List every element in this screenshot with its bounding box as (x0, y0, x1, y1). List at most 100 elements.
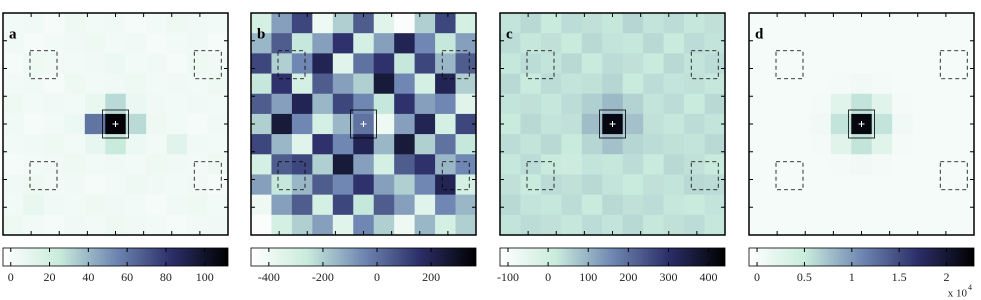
heatmap-cell (125, 33, 147, 54)
heatmap-cell (602, 174, 624, 196)
heatmap-cell (312, 134, 334, 155)
heatmap-cell (43, 53, 65, 74)
heatmap-cell (602, 73, 624, 95)
heatmap-cell (3, 13, 24, 34)
heatmap-cell (394, 194, 416, 216)
heatmap-cell (933, 214, 954, 236)
aperture-box (599, 109, 626, 139)
heatmap-cell (207, 53, 229, 74)
heatmap-cell (581, 53, 603, 74)
heatmap-cell (251, 214, 272, 236)
heatmap-cell (643, 33, 665, 54)
heatmap-cell (622, 13, 644, 34)
heatmap-cell (851, 214, 873, 236)
heatmap-cell (500, 214, 521, 236)
heatmap-cell (912, 93, 934, 115)
heatmap-cell (146, 194, 168, 216)
heatmap-cell (871, 174, 893, 196)
heatmap-cell (414, 53, 436, 74)
heatmap-cell (602, 53, 624, 74)
heatmap-cell (332, 214, 354, 236)
heatmap-cell (663, 214, 685, 236)
heatmap-cell (105, 93, 127, 115)
heatmap-cell (749, 194, 770, 216)
heatmap-cell (3, 174, 24, 196)
heatmap-cell (769, 134, 791, 155)
heatmap-cell (520, 113, 542, 135)
heatmap-cell (23, 174, 45, 196)
heatmap-cell (43, 134, 65, 155)
heatmap-cell (84, 134, 106, 155)
heatmap-cell (892, 134, 914, 155)
heatmap-cell (561, 194, 583, 216)
heatmap-cell (455, 174, 477, 196)
heatmap-cell (704, 194, 726, 216)
heatmap-cell (851, 93, 873, 115)
heatmap-cell (207, 73, 229, 95)
heatmap-cell (251, 134, 272, 155)
heatmap-cell (769, 53, 791, 74)
heatmap-cell (353, 73, 375, 95)
heatmap-cell (810, 214, 832, 236)
heatmap-cell (663, 13, 685, 34)
heatmap-cell (602, 13, 624, 34)
heatmap-cell (64, 93, 86, 115)
heatmap-cell (912, 214, 934, 236)
heatmap-cell (500, 93, 521, 115)
heatmap-cell (105, 214, 127, 236)
heatmap-cell (520, 13, 542, 34)
heatmap-cell (789, 33, 811, 54)
heatmap-cell (749, 93, 770, 115)
heatmap-cell (684, 194, 705, 216)
colorbar-tick-label: 80 (160, 270, 172, 284)
heatmap-cell (435, 113, 456, 135)
colorbar-tick-label: 20 (44, 270, 56, 284)
heatmap-cell (332, 73, 354, 95)
heatmap-cell (84, 33, 106, 54)
heatmap-cell (3, 73, 24, 95)
heatmap-cell (830, 194, 852, 216)
heatmap-cell (125, 53, 147, 74)
heatmap-cell (166, 194, 188, 216)
heatmap-cell (953, 13, 975, 34)
heatmap-cell (561, 174, 583, 196)
heatmap-cell (953, 93, 975, 115)
heatmap-cell (830, 13, 852, 34)
heatmap-cell (602, 93, 624, 115)
colorbar-tick-label: -400 (258, 270, 280, 284)
heatmap-cell (251, 174, 272, 196)
heatmap-cell (540, 53, 562, 74)
heatmap-cell (271, 194, 293, 216)
heatmap-cell (561, 73, 583, 95)
heatmap-cell (871, 134, 893, 155)
heatmap-cell (704, 113, 726, 135)
heatmap-cell (251, 154, 272, 175)
heatmap-cell (749, 214, 770, 236)
heatmap-cell (643, 134, 665, 155)
heatmap-cell (291, 134, 313, 155)
heatmap-cell (394, 214, 416, 236)
heatmap-cell (455, 154, 477, 175)
heatmap-cell (769, 194, 791, 216)
heatmap-cell (64, 174, 86, 196)
heatmap-cell (810, 13, 832, 34)
panel-label: b (257, 26, 265, 42)
heatmap-cell (435, 154, 456, 175)
heatmap-cell (749, 13, 770, 34)
heatmap-cell (581, 93, 603, 115)
heatmap-cell (749, 174, 770, 196)
colorbar-tick-label: 100 (579, 270, 597, 284)
heatmap-cell (435, 93, 456, 115)
heatmap-cell (353, 174, 375, 196)
heatmap-cell (520, 73, 542, 95)
heatmap-cell (520, 174, 542, 196)
heatmap-cell (581, 113, 603, 135)
heatmap-cell (749, 33, 770, 54)
heatmap-cell (912, 134, 934, 155)
colorbar-tick-label: 1.5 (892, 270, 907, 284)
heatmap-cell (435, 174, 456, 196)
heatmap-cell (581, 154, 603, 175)
heatmap-cell (953, 53, 975, 74)
heatmap-cell (540, 113, 562, 135)
heatmap-cell (933, 93, 954, 115)
